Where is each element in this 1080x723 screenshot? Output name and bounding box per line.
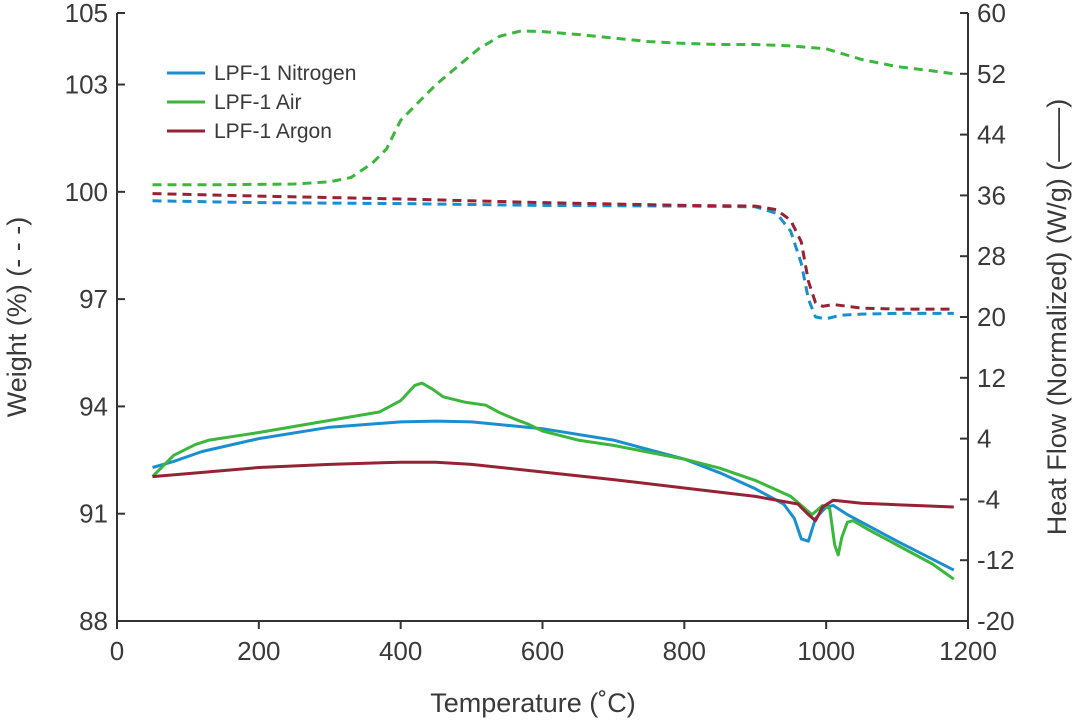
series-lpf-1-argon-weight-line xyxy=(152,192,954,311)
y-right-tick-label: 36 xyxy=(977,180,1006,210)
x-ticks: 0 200 400 600 800 1000 1200 xyxy=(110,621,997,666)
x-tick-label: 600 xyxy=(521,636,564,666)
y-left-tick-label: 97 xyxy=(79,284,108,314)
x-tick-label: 1200 xyxy=(939,636,997,666)
y-right-tick-label: 20 xyxy=(977,302,1006,332)
y-right-tick-label: -12 xyxy=(977,545,1015,575)
x-axis-title: Temperature (˚C) xyxy=(430,688,636,718)
y-left-tick-label: 100 xyxy=(65,177,108,207)
y-right-tick-label: 4 xyxy=(977,424,991,454)
y-left-tick-label: 91 xyxy=(79,499,108,529)
legend: LPF-1 Nitrogen LPF-1 Air LPF-1 Argon xyxy=(167,62,356,143)
series-lpf-1-argon-heat-flow-line xyxy=(152,460,954,523)
y-left-tick-label: 105 xyxy=(65,0,108,28)
series-lpf-1-nitrogen-weight-line xyxy=(152,199,954,321)
series-lpf-1-air-heat-flow-line xyxy=(151,381,955,581)
x-tick-label: 0 xyxy=(110,636,124,666)
y-left-tick-label: 103 xyxy=(65,70,108,100)
y-left-tick-label: 94 xyxy=(79,391,108,421)
x-tick-label: 800 xyxy=(663,636,706,666)
y-right-tick-label: 28 xyxy=(977,241,1006,271)
series-lpf-1-nitrogen-heat-flow-line xyxy=(152,419,955,572)
legend-label: LPF-1 Nitrogen xyxy=(214,62,356,85)
series-lpf-1-air-weight-line xyxy=(152,29,955,187)
y-right-tick-label: 60 xyxy=(977,0,1006,28)
y-right-tick-label: -20 xyxy=(977,606,1015,636)
legend-label: LPF-1 Argon xyxy=(214,120,332,143)
y-right-tick-label: 12 xyxy=(977,363,1006,393)
y-right-ticks: -20 -12 -4 4 12 20 28 36 44 52 60 xyxy=(960,0,1015,636)
y-right-tick-label: 52 xyxy=(977,59,1006,89)
y-right-tick-label: -4 xyxy=(977,484,1000,514)
y-axis-left-title: Weight (%) (- - -) xyxy=(2,217,32,418)
x-tick-label: 200 xyxy=(237,636,280,666)
legend-label: LPF-1 Air xyxy=(214,91,302,114)
y-left-ticks: 88 91 94 97 100 103 105 xyxy=(65,0,125,636)
series-layer xyxy=(151,29,955,581)
y-left-tick-label: 88 xyxy=(79,606,108,636)
y-axis-right-title: Heat Flow (Normalized) (W/g) (——) xyxy=(1042,99,1072,536)
x-tick-label: 1000 xyxy=(797,636,855,666)
x-tick-label: 400 xyxy=(379,636,422,666)
y-right-tick-label: 44 xyxy=(977,120,1006,150)
